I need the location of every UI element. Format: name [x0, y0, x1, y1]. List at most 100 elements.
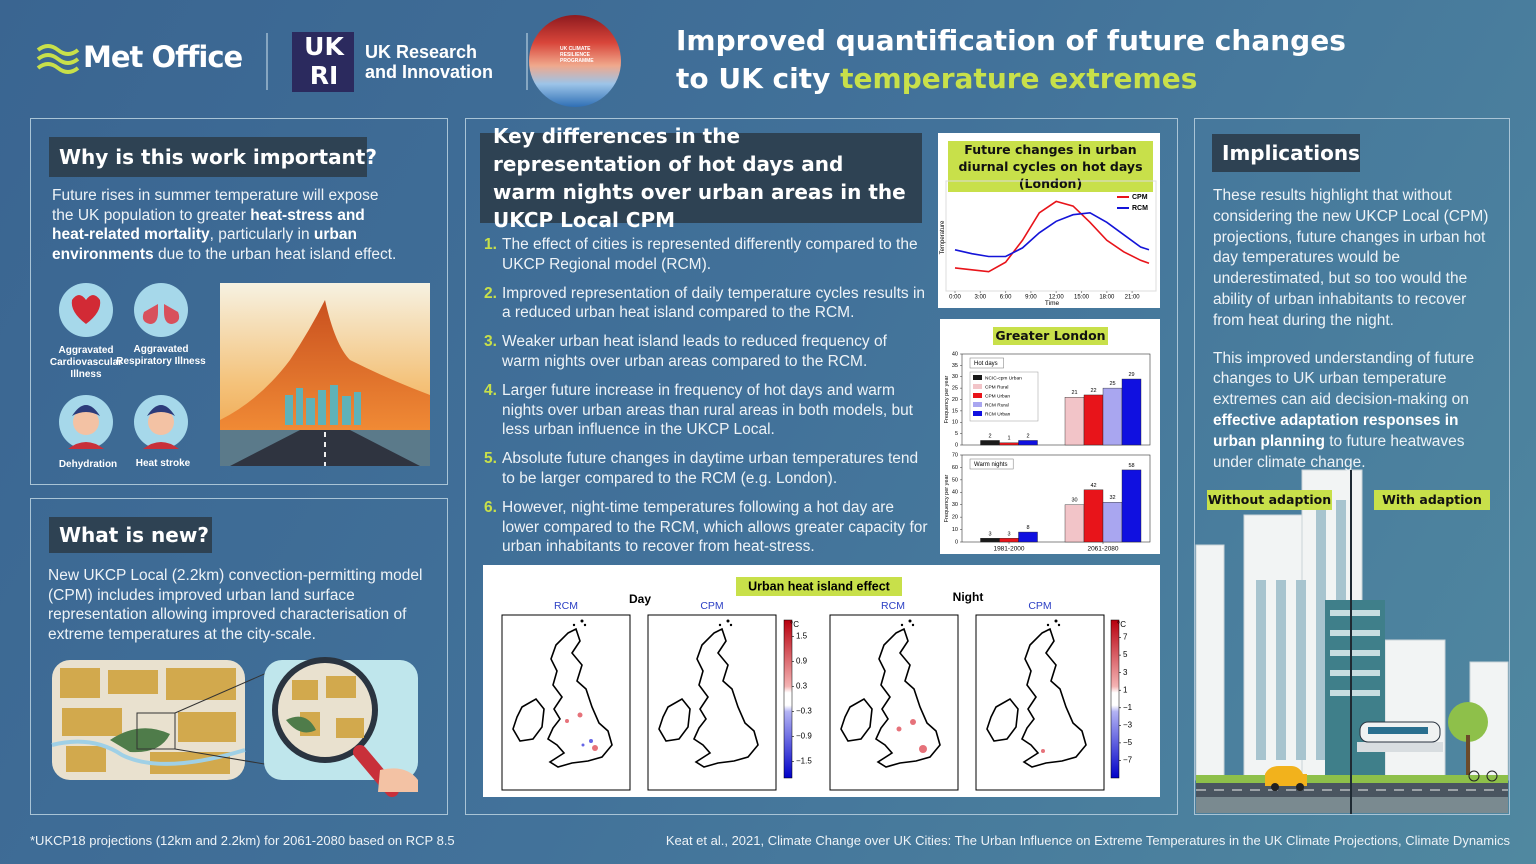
city-map-illustration-part-part — [336, 718, 364, 738]
met-office-name: Met Office — [83, 40, 243, 74]
adaptation-illustration-part — [1466, 735, 1470, 775]
city-map-illustration-part — [174, 667, 279, 714]
city-map-illustration-part-part — [108, 670, 158, 694]
value-label: 42 — [1090, 483, 1096, 489]
y-tick-label: 70 — [952, 452, 958, 458]
impact-icons-part — [72, 405, 100, 416]
chart-title: Greater London — [993, 327, 1108, 345]
ukri-logo-line: UK — [304, 32, 344, 61]
title-highlight-box — [736, 577, 902, 596]
text-run: , particularly in — [209, 226, 314, 244]
text-run: Future rises in summer temperature will … — [52, 187, 379, 224]
maps-part-part — [565, 719, 569, 723]
item-number: 3. — [484, 333, 497, 351]
impact-icons-part — [134, 283, 188, 337]
maps — [501, 614, 1105, 791]
adaptation-illustration-part — [1448, 702, 1488, 742]
adaptation-illustration-part — [1468, 770, 1480, 782]
programme-name: UK CLIMATE RESILIENCE PROGRAMME — [560, 46, 594, 64]
maps-part-part — [592, 745, 598, 751]
list-item: 2. Improved representation of daily tempe… — [484, 284, 928, 323]
adaptation-illustration-part — [1368, 727, 1428, 734]
x-tick-label: 15:00 — [1074, 295, 1090, 301]
adaptation-illustration-part-part — [1195, 544, 1225, 781]
colorbar-tick-label: 1 — [1123, 685, 1128, 694]
x-tick-label: 9:00 — [1025, 295, 1037, 301]
title-text: to UK city — [676, 62, 831, 95]
legend-swatch — [973, 393, 982, 398]
city-map-illustration-part-part — [326, 676, 356, 698]
title-line: to UK city temperature extremes — [676, 60, 1346, 98]
value-label: 29 — [1128, 372, 1134, 378]
colorbar-unit: °C — [1117, 620, 1126, 629]
impact-label: Aggravated Respiratory Illness — [116, 344, 206, 367]
paragraph: This improved understanding of future ch… — [1213, 349, 1501, 474]
bar — [1083, 394, 1104, 446]
bar — [1064, 397, 1085, 446]
city-map-illustration-part-part — [178, 712, 236, 742]
legend-label: RCM Rural — [985, 402, 1009, 408]
x-tick-label: 2061-2080 — [1087, 546, 1118, 553]
item-number: 6. — [484, 499, 497, 517]
plot-frame — [961, 454, 1151, 543]
adaptation-illustration-part-part — [1276, 580, 1286, 760]
item-number: 1. — [484, 236, 497, 253]
bar — [999, 538, 1019, 543]
value-label: 2 — [988, 433, 991, 439]
scenario-label: Without adaption — [1207, 490, 1332, 510]
y-tick-label: 40 — [952, 351, 958, 357]
x-tick-label: 3:00 — [974, 295, 986, 301]
panel-subtitle: Warm nights — [974, 462, 1007, 468]
ukri-name: UK Research and Innovation — [365, 42, 493, 82]
adaptation-illustration-part-part — [1330, 690, 1380, 696]
y-tick-label: 30 — [952, 502, 958, 508]
adaptation-illustration-part-part — [1330, 630, 1380, 636]
city-map-illustration — [51, 657, 418, 797]
x-tick-label: 12:00 — [1049, 295, 1065, 301]
item-number: 4. — [484, 382, 497, 400]
item-text: The effect of cities is represented diff… — [502, 236, 918, 273]
new-panel — [30, 498, 448, 815]
bar — [980, 440, 1000, 446]
city-heat-illustration-part-part — [330, 385, 338, 425]
key-panel — [465, 118, 1178, 815]
adaptation-illustration-part — [1296, 783, 1304, 791]
uhi-maps: Urban heat island effect Day Night RCM C… — [501, 577, 1133, 791]
bar — [1102, 387, 1123, 446]
y-tick-label: 0 — [955, 442, 958, 448]
key-list: 1. The effect of cities is represented di… — [484, 235, 928, 566]
maps-part-part — [589, 739, 593, 743]
map-label: CPM — [700, 600, 723, 612]
ukri-logo-box — [292, 32, 354, 92]
impact-label: Dehydration — [58, 459, 118, 470]
subtitle-box — [969, 357, 1004, 369]
bar — [1102, 502, 1123, 543]
legend-swatch — [973, 402, 982, 407]
list-item: 4. Larger future increase in frequency of… — [484, 381, 928, 440]
y-tick-label: 30 — [952, 374, 958, 380]
city-map-illustration-part-part — [66, 746, 106, 772]
item-text: Weaker urban heat island leads to reduce… — [502, 333, 887, 370]
adaptation-illustration-part-part — [1330, 670, 1380, 676]
city-map-illustration-part-part — [60, 668, 100, 698]
maps-part-part — [910, 719, 916, 725]
value-label: 2 — [1026, 433, 1029, 439]
list-item: 5. Absolute future changes in daytime urb… — [484, 449, 928, 488]
bar — [1018, 531, 1038, 543]
met-office-logo-mark-part — [36, 53, 80, 65]
adaptation-illustration-part-part — [1330, 610, 1380, 616]
y-tick-label: 50 — [952, 477, 958, 483]
impact-icons-part — [68, 442, 104, 449]
value-label: 58 — [1128, 463, 1134, 469]
adaptation-illustration-part — [1330, 610, 1380, 696]
impact-icons-part — [147, 405, 175, 416]
city-heat-illustration-part-part — [318, 390, 326, 425]
data-line — [954, 200, 1150, 273]
city-map-illustration-part-part — [292, 680, 318, 700]
y-axis-label: Frequency per year — [944, 375, 950, 423]
bar — [1064, 504, 1085, 543]
bar — [1018, 440, 1038, 446]
colorbar — [783, 619, 793, 779]
subtitle-box — [969, 458, 1014, 470]
